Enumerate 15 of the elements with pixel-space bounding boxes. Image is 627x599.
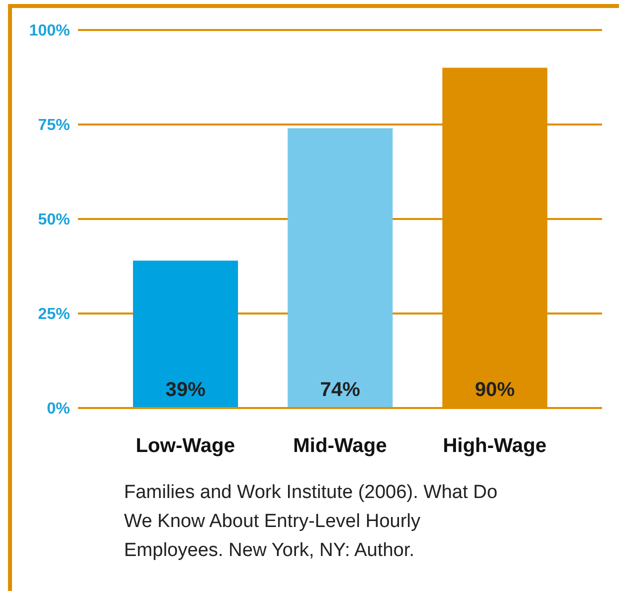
text: Families and Work Institute (2006). What Do We Know About Entry-Level Hourly Employees. New York, NY: Author. [124,481,498,563]
x-tick-label: Mid-Wage [293,435,387,458]
y-tick-label: 0% [46,400,70,418]
y-tick-label: 100% [29,22,70,40]
x-tick-label: Low-Wage [136,435,235,458]
bar [288,128,393,408]
bar [442,68,548,408]
y-tick-label: 50% [38,212,70,229]
data-label: 90% [474,379,516,401]
y-tick-label: 25% [38,306,70,324]
data-label: 74% [320,379,360,401]
y-tick-label: 75% [38,117,70,134]
data-label: 39% [165,379,206,401]
x-tick-label: High-Wage [442,435,547,458]
bar [133,260,238,408]
